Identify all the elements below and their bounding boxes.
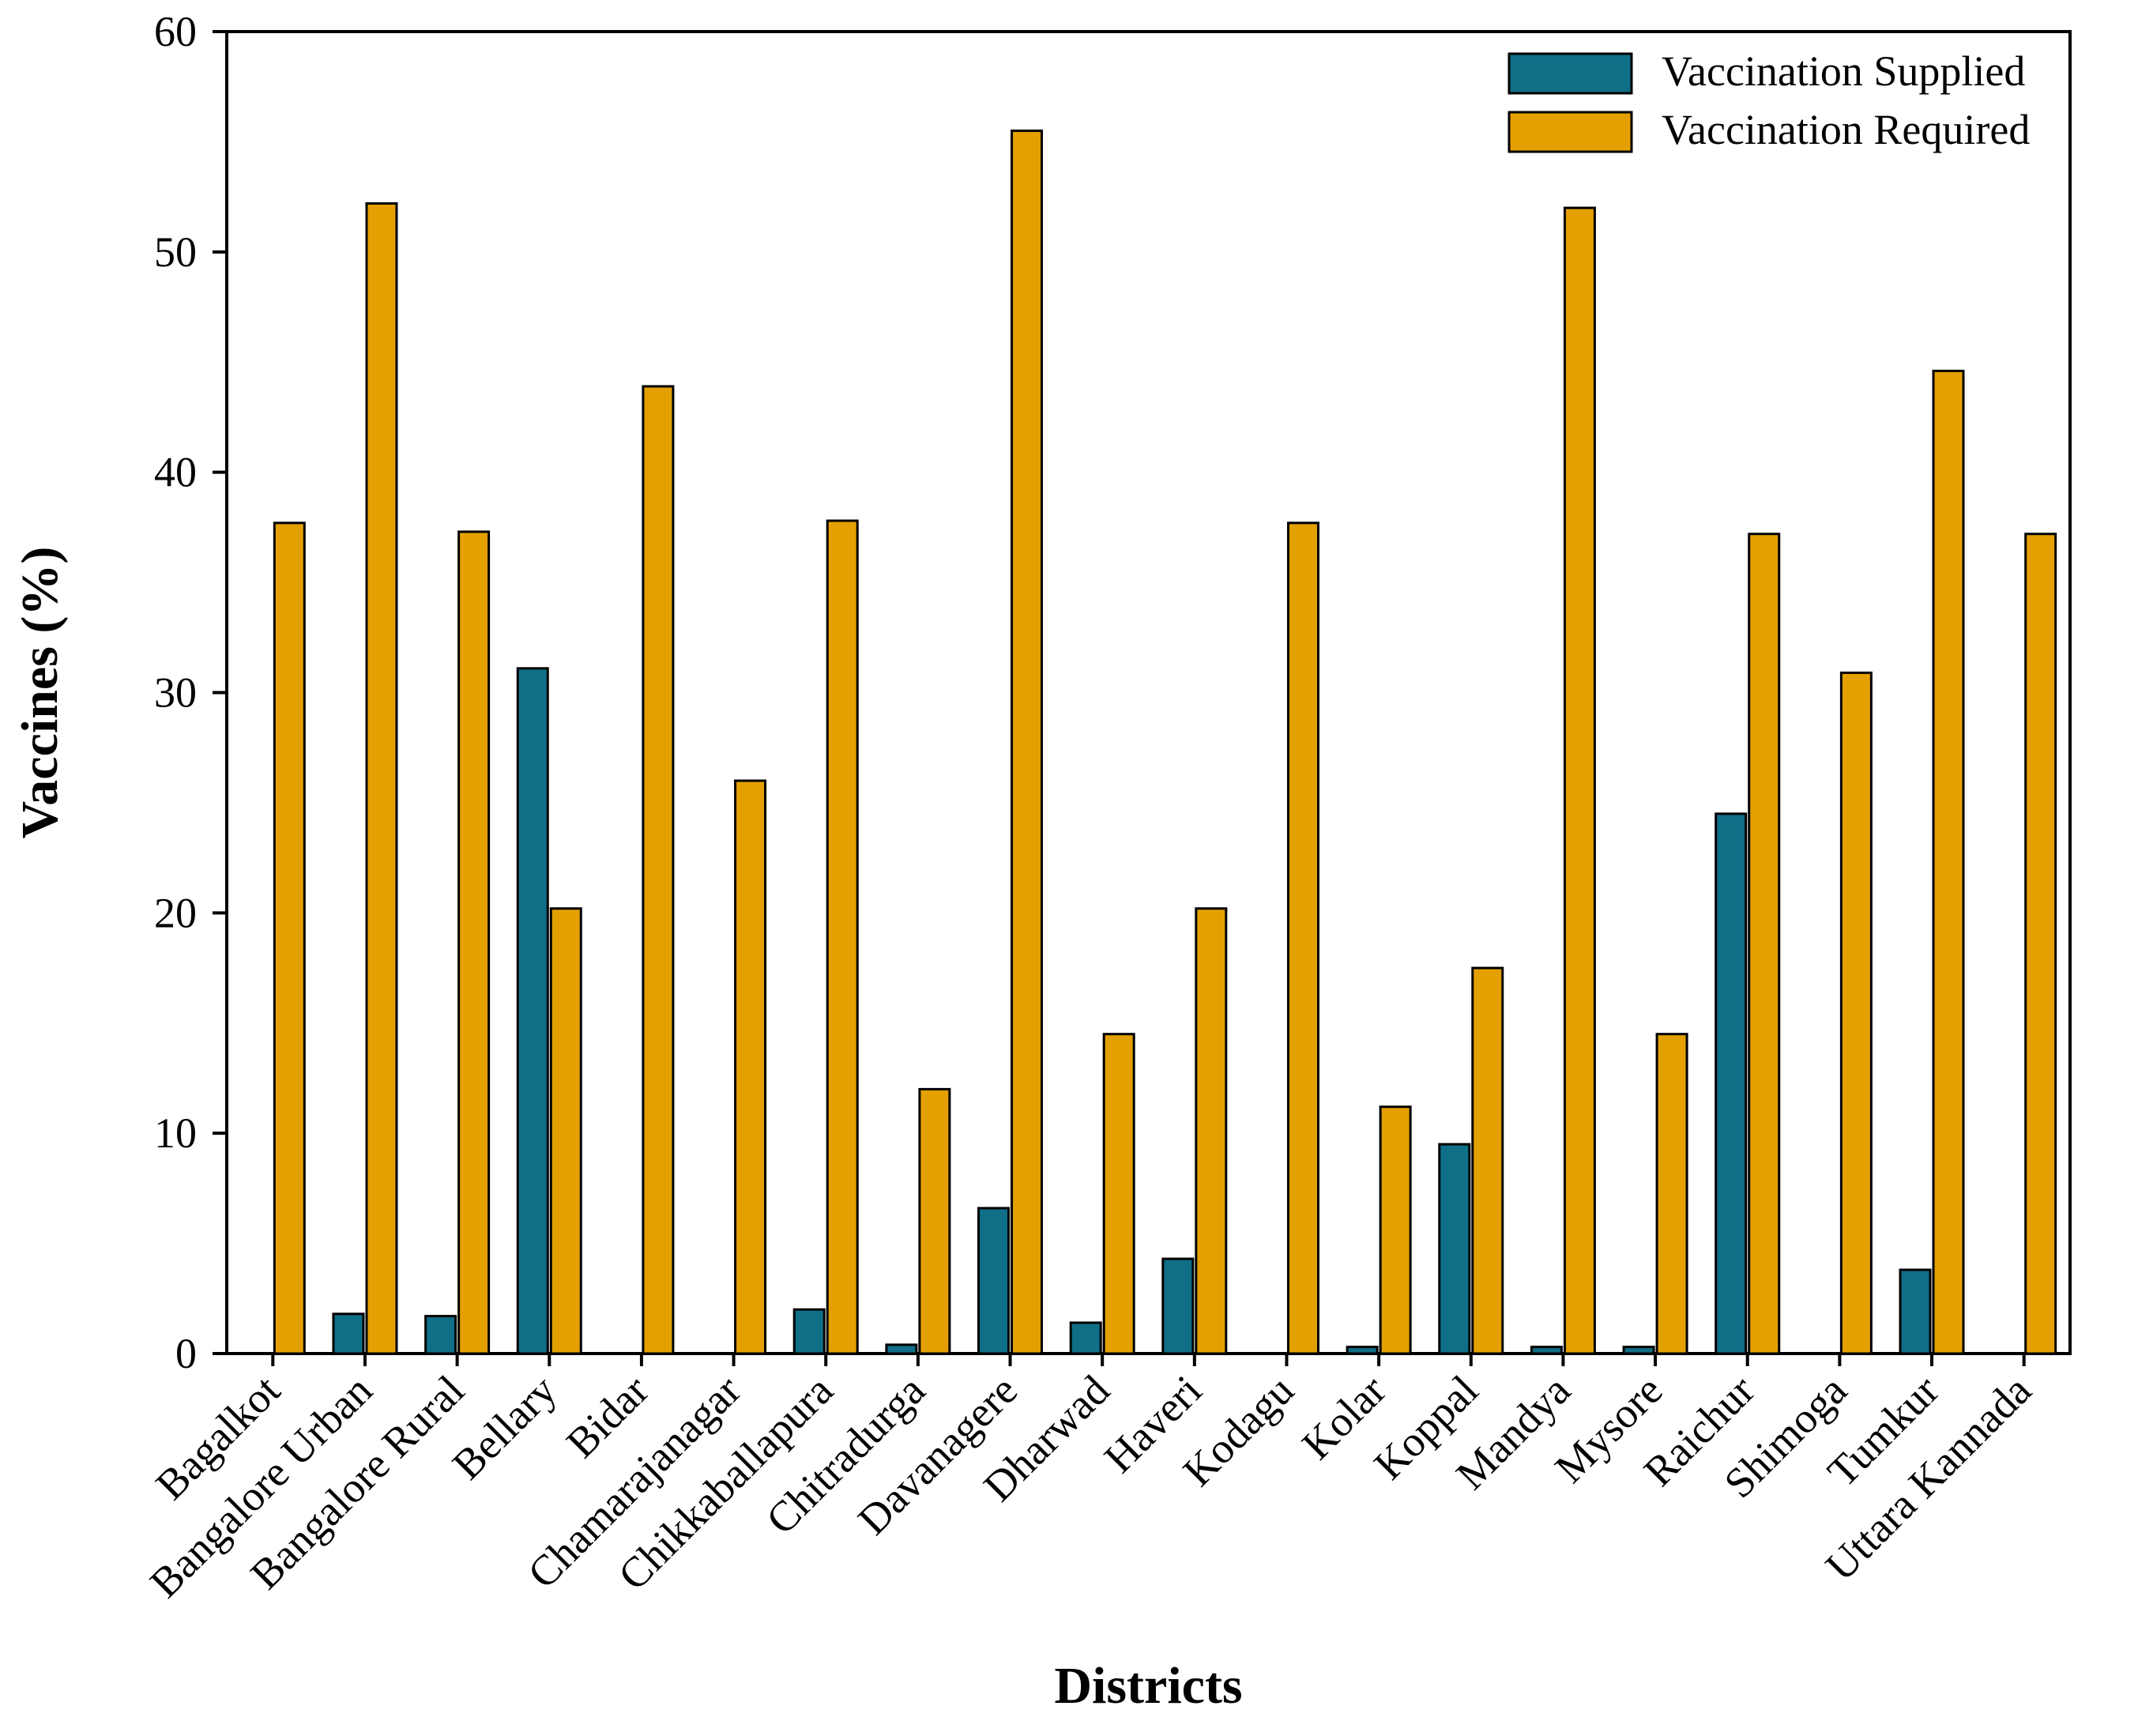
bar-required xyxy=(1563,206,1596,1355)
bar-required xyxy=(273,522,306,1355)
bar-supplied xyxy=(1715,812,1748,1355)
bar-required xyxy=(1011,129,1044,1355)
bar-supplied xyxy=(1530,1346,1563,1355)
bar-supplied xyxy=(1899,1268,1932,1355)
bar-required xyxy=(1932,369,1965,1355)
plot-frame xyxy=(225,30,2072,1355)
y-tick-label: 40 xyxy=(154,449,197,496)
legend-label: Vaccination Required xyxy=(1662,106,2030,153)
bar-supplied xyxy=(1346,1346,1379,1355)
legend-swatch xyxy=(1508,111,1633,153)
y-tick-label: 60 xyxy=(154,8,197,55)
y-tick-label: 30 xyxy=(154,669,197,717)
bar-supplied xyxy=(332,1312,365,1355)
legend: Vaccination Supplied Vaccination Required xyxy=(1508,47,2030,153)
y-tick-label: 0 xyxy=(175,1330,197,1377)
bar-supplied xyxy=(977,1207,1011,1355)
x-tick-label: Bellary xyxy=(443,1366,566,1489)
bar-required xyxy=(1379,1105,1412,1355)
bar-required xyxy=(1839,671,1873,1355)
bar-required xyxy=(549,907,582,1355)
y-tick-label: 10 xyxy=(154,1109,197,1157)
bar-required xyxy=(1655,1033,1688,1355)
x-axis-title: Districts xyxy=(1054,1657,1242,1715)
legend-swatch xyxy=(1508,52,1633,95)
bar-supplied xyxy=(1622,1346,1655,1355)
y-axis-title: Vaccines (%) xyxy=(11,547,69,839)
bar-required xyxy=(734,779,767,1355)
bar-required xyxy=(918,1087,951,1355)
bar-required xyxy=(1195,907,1228,1355)
bar-supplied xyxy=(516,667,549,1355)
bar-required xyxy=(642,385,675,1355)
bar-required xyxy=(1748,533,1781,1355)
y-tick-label: 20 xyxy=(154,889,197,936)
bar-required xyxy=(826,519,859,1355)
bar-required xyxy=(2024,533,2057,1355)
bar-supplied xyxy=(1161,1257,1195,1355)
bar-required xyxy=(1102,1033,1135,1355)
bar-required xyxy=(457,530,491,1355)
bar-supplied xyxy=(792,1308,826,1355)
y-tick-label: 50 xyxy=(154,228,197,276)
legend-label: Vaccination Supplied xyxy=(1662,47,2025,95)
bar-required xyxy=(1471,966,1504,1355)
bar-supplied xyxy=(885,1343,918,1355)
bar-supplied xyxy=(1438,1143,1471,1355)
bar-required xyxy=(1286,522,1319,1355)
bar-required xyxy=(365,201,398,1355)
bar-supplied xyxy=(1069,1321,1102,1355)
bar-supplied xyxy=(424,1315,457,1355)
